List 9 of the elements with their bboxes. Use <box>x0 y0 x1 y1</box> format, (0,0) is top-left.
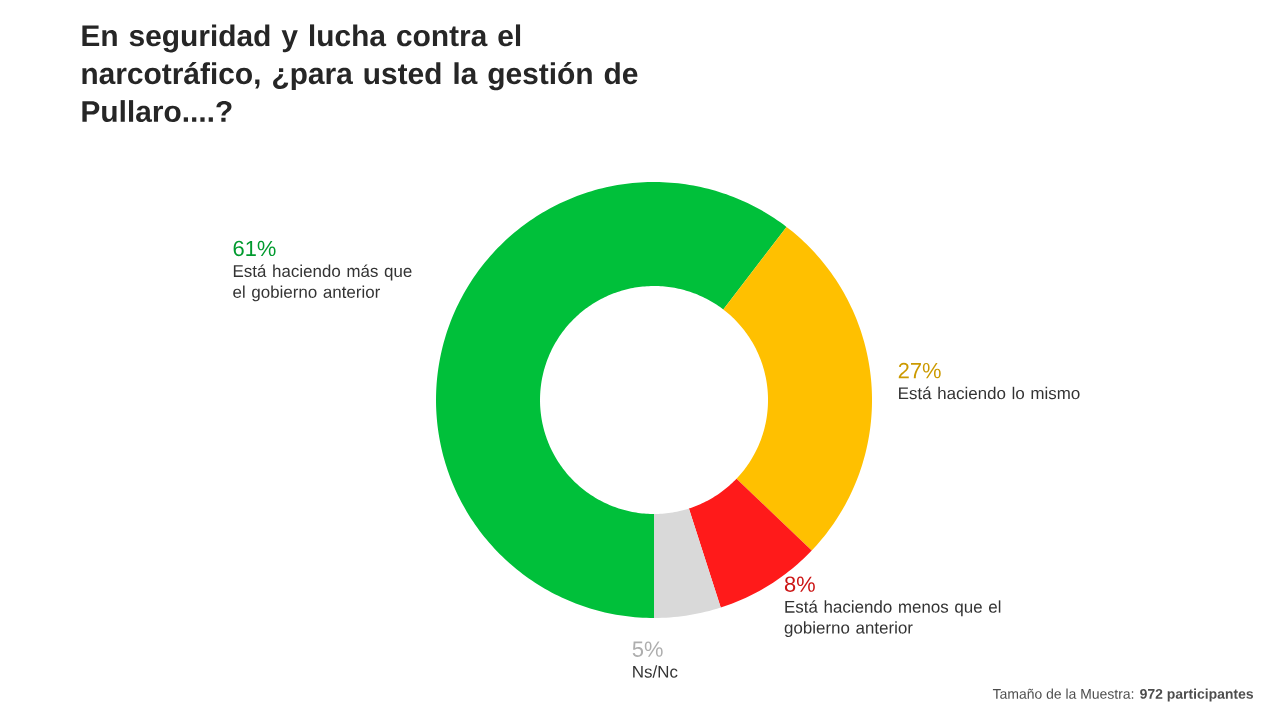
slice-label: Ns/Nc <box>633 665 678 678</box>
slice-label: Está haciendo lo mismo <box>899 386 1080 400</box>
chart-title: En seguridad y lucha contra el narcotráfico, ¿para usted la gestión de Pullaro....? <box>82 24 638 123</box>
data-label: 5% <box>632 641 663 657</box>
slice-label: Está haciendo menos que el gobierno anterior <box>784 600 1001 638</box>
data-label: 61% <box>233 240 276 257</box>
slice-label: Está haciendo más que el gobierno anterior <box>233 264 412 302</box>
data-label: 27% <box>898 362 941 379</box>
data-label: 8% <box>784 576 815 592</box>
